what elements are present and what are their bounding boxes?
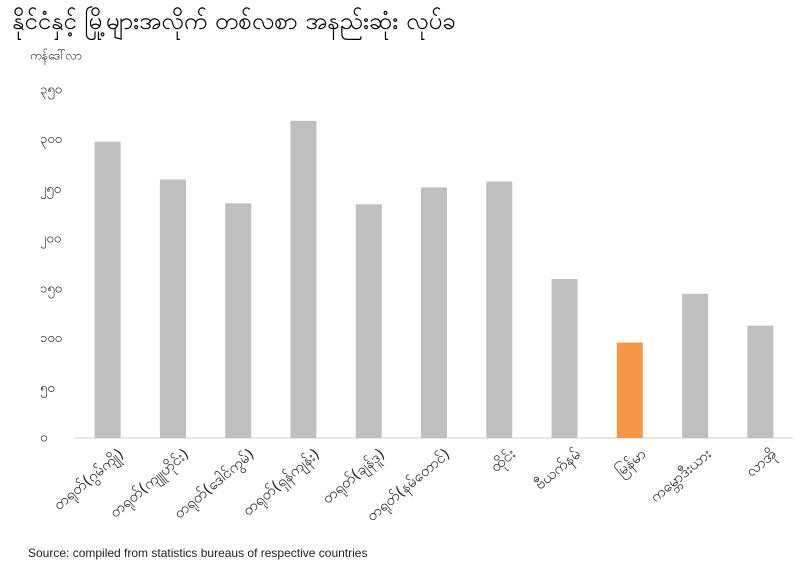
bar (616, 342, 643, 438)
x-tick-label: မြန်မာ (611, 444, 651, 482)
bar (486, 181, 513, 438)
bar (159, 179, 186, 438)
y-tick-label: ၃၀၀ (40, 132, 62, 149)
bar (94, 141, 121, 438)
x-tick-label: ဗီယက်နမ် (531, 445, 586, 496)
y-tick-label: ၅၀ (40, 381, 55, 398)
y-tick-label: ၂၀၀ (40, 232, 61, 249)
y-tick-label: ၁၅၀ (40, 281, 62, 298)
x-tick-label: ကမ္ဘောဒီးယား (647, 445, 717, 509)
y-tick-label: ၁၀၀ (40, 331, 62, 346)
y-tick-label: ၃၅၀ (40, 83, 62, 100)
x-tick-label: ထိုင်း (487, 445, 521, 478)
bar (355, 204, 382, 438)
bar (421, 187, 447, 438)
source: Source: compiled from statistics bureaus… (28, 546, 367, 560)
chart-title: နိုင်ငံနှင့် မြို့များအလိုက် တစ်လစာ အနည်… (12, 5, 456, 41)
bar (747, 325, 774, 438)
y-tick-label: ၀ (40, 431, 47, 446)
bar (551, 278, 578, 438)
y-tick-label: ၂၅၀ (40, 182, 61, 199)
bar (225, 203, 252, 438)
x-tick-label: လာအို (742, 445, 782, 483)
y-axis-label: ကန်ဒေါ်လာ (30, 48, 82, 66)
bar (682, 293, 709, 438)
bar (290, 120, 317, 438)
